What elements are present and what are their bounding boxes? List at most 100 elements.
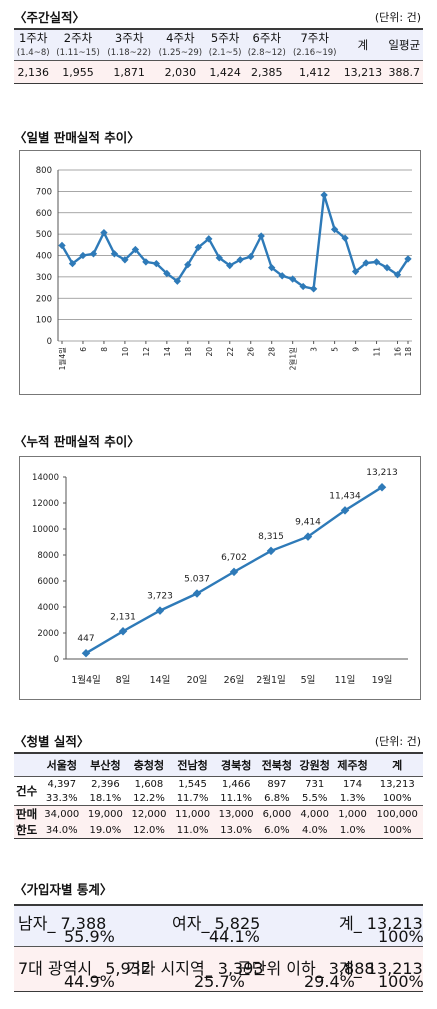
regional-count: 731: [305, 778, 325, 790]
y-tick-label: 6000: [37, 577, 59, 587]
cumulative-data-point: [377, 482, 387, 492]
daily-data-point: [184, 261, 192, 269]
x-tick-label: 8일: [116, 675, 131, 686]
regional-header: 제주청: [333, 754, 372, 776]
weekly-value: 2,385: [244, 61, 290, 83]
weekly-header: 6주차: [252, 31, 281, 45]
regional-limit: 1,000: [338, 808, 367, 820]
regional-limit-pct: 19.0%: [89, 824, 122, 836]
regional-count-pct: 11.1%: [220, 792, 253, 804]
weekly-value: 1,955: [52, 61, 104, 83]
daily-data-point: [404, 255, 412, 263]
cumulative-chart-title: 〈누적 판매실적 추이〉: [14, 434, 140, 449]
regional-header: 전북청: [257, 754, 296, 776]
total-pct: 100%: [378, 927, 424, 946]
daily-data-point: [236, 256, 244, 264]
weekly-range: (1.25~29): [158, 48, 203, 58]
data-label: 13,213: [366, 468, 398, 478]
x-tick-label: 10: [121, 347, 130, 357]
daily-data-point: [257, 232, 265, 240]
x-tick-label: 1월4일: [71, 674, 101, 686]
x-tick-label: 9: [352, 347, 361, 352]
weekly-value: 2,136: [14, 61, 53, 83]
male-pct: 55.9%: [64, 927, 115, 946]
regional-count-pct: 11.7%: [176, 792, 209, 804]
data-label: 8,315: [258, 532, 284, 542]
x-tick-label: 18: [404, 347, 413, 357]
regional-count-pct: 5.5%: [302, 792, 328, 804]
x-tick-label: 26일: [224, 675, 245, 686]
x-tick-label: 19일: [372, 675, 393, 686]
weekly-header: 5주차: [210, 31, 240, 45]
weekly-value: 13,213: [340, 61, 386, 83]
weekly-header: 7주차: [300, 31, 329, 45]
daily-data-point: [226, 261, 234, 270]
regional-table: 서울청 부산청 충청청 전남청 경북청 전북청 강원청 제주청 계 건수 4,3…: [14, 754, 423, 838]
weekly-range: (1.4~8): [16, 48, 50, 58]
y-tick-label: 600: [36, 209, 52, 219]
cumulative-data-point: [229, 567, 239, 577]
weekly-header: 4주차: [166, 31, 195, 45]
x-tick-label: 18: [184, 347, 193, 357]
regional-sales-label: 판매: [14, 806, 40, 822]
regional-header: 전남청: [170, 754, 215, 776]
daily-data-point: [152, 259, 161, 268]
weekly-value: 388.7: [385, 61, 423, 83]
weekly-range: (1.18~22): [107, 48, 151, 58]
cumulative-data-point: [81, 648, 91, 658]
daily-data-point: [215, 254, 223, 262]
daily-data-point: [110, 250, 119, 258]
x-tick-label: 5일: [301, 675, 316, 686]
y-tick-label: 700: [36, 187, 52, 197]
city-label: 기타 시지역_ 3,393: [126, 959, 264, 978]
male-label: 남자_ 7,388: [18, 914, 107, 933]
daily-data-point: [89, 250, 98, 258]
cumulative-line-chart: 0 2000 4000 6000 8000 10000 12000 14000 1월4일 8일 14…: [32, 468, 408, 686]
regional-count: 1,466: [221, 778, 251, 790]
weekly-range: (2.16~19): [292, 48, 337, 58]
data-label: 3,723: [147, 592, 173, 602]
weekly-unit: (단위: 건): [374, 11, 421, 24]
y-tick-label: 400: [36, 252, 52, 262]
regional-limit: 19,000: [87, 808, 123, 820]
y-tick-label: 2000: [37, 629, 59, 639]
x-tick-label: 22: [226, 347, 235, 357]
county-label: 군단위 이하_ 3,888: [237, 959, 375, 978]
regional-limit: 34,000: [44, 808, 80, 820]
daily-chart: 0 100 200 300 400 500 600 700 800 1월4일 6 8 10 12 14 18 2…: [19, 150, 421, 395]
regional-header: 계: [371, 754, 423, 776]
weekly-header: 1주차: [18, 31, 48, 45]
x-tick-label: 1월4일: [57, 347, 67, 370]
regional-bottom-rule: [14, 838, 423, 839]
x-tick-label: 8: [100, 347, 109, 352]
regional-limit-pct: 11.0%: [176, 824, 209, 836]
daily-data-point: [320, 191, 328, 199]
y-tick-label: 0: [54, 655, 59, 665]
cumulative-data-point: [266, 546, 276, 556]
regional-count-pct: 6.8%: [264, 792, 290, 804]
x-tick-label: 2월1일: [256, 674, 286, 686]
member-top-rule: [14, 904, 423, 906]
regional-section: 〈청별 실적〉 (단위: 건) 서울청 부산청 충청청 전남청 경북청 전북청 …: [14, 732, 423, 839]
county-pct: 29.4%: [304, 972, 355, 991]
x-tick-label: 16: [394, 347, 403, 357]
regional-limit: 12,000: [131, 808, 167, 820]
cumulative-chart: 0 2000 4000 6000 8000 10000 12000 14000 1월4일 8일 14…: [19, 456, 421, 700]
daily-data-point: [299, 282, 307, 291]
weekly-top-rule: [14, 28, 423, 30]
weekly-header-row: 1주차 2주차 3주차 4주차 5주차 6주차 7주차 계 일평균: [14, 30, 423, 52]
weekly-value: 1,424: [205, 61, 245, 83]
daily-data-point: [341, 234, 349, 242]
x-tick-label: 11일: [335, 675, 356, 686]
x-tick-label: 14일: [150, 675, 171, 686]
x-tick-label: 20: [205, 347, 214, 357]
y-tick-label: 12000: [32, 499, 59, 509]
regional-limit: 6,000: [262, 808, 292, 820]
member-region-row: 7대 광역시_ 5,932 44.9% 기타 시지역_ 3,393 25.7% …: [14, 947, 424, 991]
y-tick-label: 300: [36, 273, 52, 283]
regional-limit-pct: 34.0%: [45, 824, 78, 836]
regional-count: 2,396: [91, 778, 120, 790]
data-label: 5.037: [184, 575, 210, 585]
regional-header: 서울청: [40, 754, 84, 776]
x-tick-label: 2월1일: [288, 347, 298, 370]
